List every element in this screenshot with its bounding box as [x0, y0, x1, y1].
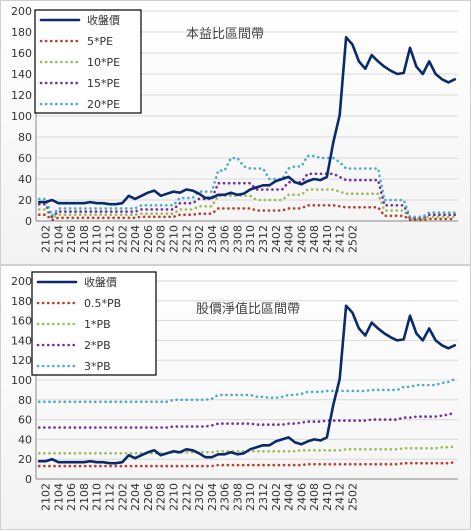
y-tick-label: 140 — [11, 68, 32, 81]
x-tick-label: 2406 — [295, 483, 308, 511]
y-tick-label: 200 — [11, 5, 32, 18]
x-tick-label: 2502 — [347, 225, 360, 253]
x-tick-label: 2502 — [347, 483, 360, 511]
x-tick-label: 2106 — [65, 483, 78, 511]
x-tick-label: 2302 — [193, 483, 206, 511]
x-tick-label: 2202 — [116, 225, 129, 253]
x-tick-label: 2304 — [206, 483, 219, 511]
x-tick-label: 2310 — [244, 483, 257, 511]
x-tick-label: 2306 — [219, 225, 232, 253]
x-tick-label: 2210 — [167, 483, 180, 511]
series-line-0 — [37, 304, 457, 465]
x-tick-label: 2312 — [257, 225, 270, 253]
y-tick-label: 200 — [11, 275, 32, 288]
x-tick-label: 2206 — [142, 225, 155, 253]
legend-label: 10*PE — [87, 56, 120, 69]
x-tick-label: 2202 — [116, 483, 129, 511]
y-tick-label: 160 — [11, 47, 32, 60]
x-tick-label: 2106 — [65, 225, 78, 253]
legend-label: 5*PE — [87, 35, 113, 48]
series-line-2 — [37, 188, 457, 221]
y-tick-label: 40 — [18, 433, 32, 446]
series-line-0 — [37, 35, 457, 206]
x-tick-label: 2112 — [104, 483, 117, 511]
legend-label: 20*PE — [87, 98, 120, 111]
x-tick-label: 2110 — [91, 483, 104, 511]
legend-label: 0.5*PB — [84, 297, 121, 310]
legend-label: 2*PB — [84, 339, 111, 352]
y-tick-label: 120 — [11, 354, 32, 367]
x-tick-label: 2302 — [193, 225, 206, 253]
y-tick-label: 100 — [11, 374, 32, 387]
series-line-3 — [37, 172, 457, 220]
x-tick-label: 2404 — [283, 225, 296, 253]
x-tick-label: 2206 — [142, 483, 155, 511]
x-tick-label: 2408 — [308, 225, 321, 253]
x-tick-label: 2406 — [295, 225, 308, 253]
legend-label: 收盤價 — [84, 275, 117, 289]
y-tick-label: 180 — [11, 26, 32, 39]
x-tick-label: 2402 — [270, 483, 283, 511]
y-tick-label: 120 — [11, 89, 32, 102]
y-tick-label: 60 — [18, 414, 32, 427]
series-line-3 — [37, 411, 457, 429]
y-tick-label: 0 — [25, 215, 32, 228]
x-tick-label: 2108 — [78, 225, 91, 253]
pb-band-chart-panel: 0 20 40 60 80 100 120 140 160 180 200 2102 2104 2106 2… — [0, 265, 471, 530]
y-tick-label: 20 — [18, 194, 32, 207]
x-tick-label: 2412 — [334, 483, 347, 511]
y-tick-label: 60 — [18, 152, 32, 165]
x-tick-label: 2310 — [244, 225, 257, 253]
y-tick-label: 80 — [18, 131, 32, 144]
series-line-1 — [37, 460, 457, 468]
x-tick-label: 2210 — [167, 225, 180, 253]
x-tick-label: 2408 — [308, 483, 321, 511]
y-tick-label: 20 — [18, 453, 32, 466]
x-tick-label: 2308 — [231, 225, 244, 253]
x-tick-label: 2102 — [40, 225, 53, 253]
legend-label: 1*PB — [84, 318, 111, 331]
x-tick-label: 2104 — [52, 483, 65, 511]
x-tick-label: 2410 — [321, 225, 334, 253]
x-tick-label: 2410 — [321, 483, 334, 511]
x-tick-label: 2404 — [283, 483, 296, 511]
x-tick-label: 2212 — [180, 225, 193, 253]
legend-label: 收盤價 — [87, 13, 120, 27]
x-tick-label: 2110 — [91, 225, 104, 253]
chart-title: 本益比區間帶 — [186, 27, 264, 42]
y-tick-label: 0 — [25, 473, 32, 486]
legend-box — [34, 9, 142, 114]
legend-label: 3*PB — [84, 360, 111, 373]
x-tick-label: 2108 — [78, 483, 91, 511]
x-tick-label: 2306 — [219, 483, 232, 511]
y-tick-label: 40 — [18, 173, 32, 186]
x-tick-label: 2104 — [52, 225, 65, 253]
x-tick-label: 2204 — [129, 483, 142, 511]
y-tick-label: 160 — [11, 315, 32, 328]
y-tick-label: 80 — [18, 394, 32, 407]
x-tick-label: 2212 — [180, 483, 193, 511]
x-tick-label: 2204 — [129, 225, 142, 253]
x-tick-label: 2208 — [155, 225, 168, 253]
y-tick-label: 140 — [11, 334, 32, 347]
x-tick-label: 2208 — [155, 483, 168, 511]
y-tick-label: 100 — [11, 110, 32, 123]
x-tick-label: 2308 — [231, 483, 244, 511]
y-tick-label: 180 — [11, 295, 32, 308]
series-line-4 — [37, 377, 457, 404]
x-tick-label: 2402 — [270, 225, 283, 253]
series-line-1 — [37, 204, 457, 222]
x-tick-label: 2304 — [206, 225, 219, 253]
x-tick-label: 2312 — [257, 483, 270, 511]
x-tick-label: 2112 — [104, 225, 117, 253]
x-tick-label: 2102 — [40, 483, 53, 511]
pe-band-chart-panel: 0 20 40 60 80 100 120 140 160 180 200 2102 2104 2106 2… — [0, 0, 471, 265]
x-tick-label: 2412 — [334, 225, 347, 253]
series-line-4 — [37, 154, 457, 219]
legend-label: 15*PE — [87, 77, 120, 90]
chart-title: 股價淨值比區間帶 — [196, 301, 300, 317]
